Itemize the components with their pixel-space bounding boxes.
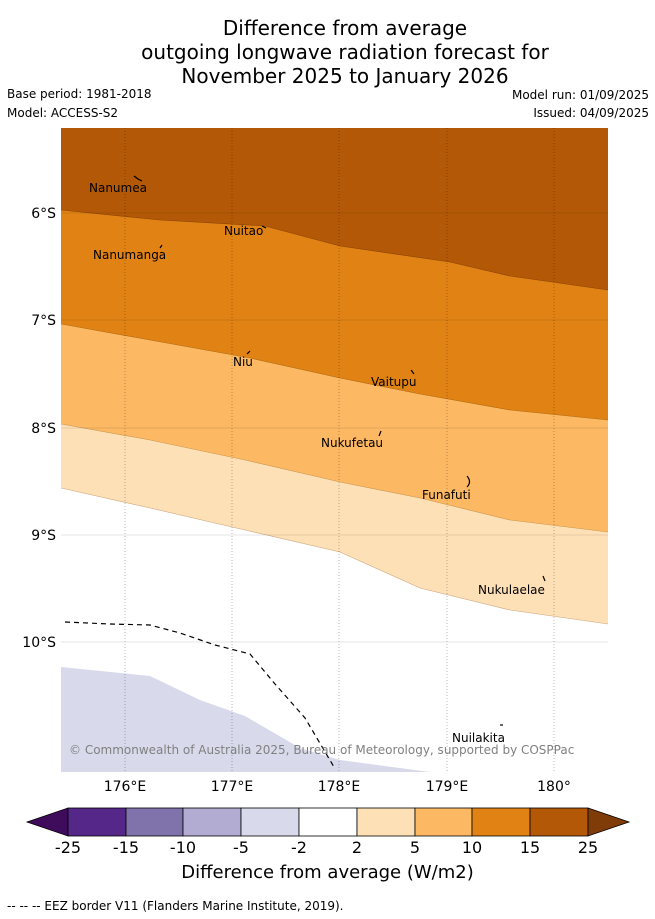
colorbar-tick: -25 xyxy=(55,838,81,857)
lat-label: 8°S xyxy=(31,421,56,437)
lon-label: 178°E xyxy=(318,779,361,795)
eez-border xyxy=(64,621,335,768)
nanumea-island-icon xyxy=(133,175,143,182)
page-title: Difference from average outgoing longwav… xyxy=(0,16,655,88)
colorbar-tick: 5 xyxy=(410,838,420,857)
eez-footnote: -- -- -- EEZ border V11 (Flanders Marine… xyxy=(7,899,344,913)
colorbar-tick: -10 xyxy=(170,838,196,857)
forecast-bands xyxy=(61,128,608,772)
latitude-labels: 6°S 7°S 8°S 9°S 10°S xyxy=(22,206,56,651)
colorbar-ticks: -25 -15 -10 -5 -2 2 5 10 15 25 xyxy=(55,838,598,857)
colorbar-segment xyxy=(356,807,416,837)
longitude-labels: 176°E 177°E 178°E 179°E 180° xyxy=(104,779,571,795)
colorbar-tick: -2 xyxy=(291,838,307,857)
colorbar-tick: -15 xyxy=(113,838,139,857)
lat-label: 10°S xyxy=(22,635,56,651)
place-nukulaelae: Nukulaelae xyxy=(478,583,545,597)
model-run: Model run: 01/09/2025 xyxy=(511,88,649,102)
colorbar xyxy=(25,807,631,837)
gridlines xyxy=(61,128,608,772)
place-nuitao: Nuitao xyxy=(224,224,263,238)
title-line-2: outgoing longwave radiation forecast for xyxy=(141,40,549,64)
colorbar-segment xyxy=(125,807,184,837)
colorbar-extend-min xyxy=(25,807,69,837)
base-period: Base period: 1981-2018 xyxy=(7,87,152,101)
nuitao-island-icon xyxy=(261,225,267,229)
place-vaitupu: Vaitupu xyxy=(371,375,417,389)
place-nanumea: Nanumea xyxy=(89,181,147,195)
model-name: Model: ACCESS-S2 xyxy=(7,106,119,120)
place-nukufetau: Nukufetau xyxy=(321,436,383,450)
place-niu: Niu xyxy=(233,355,253,369)
title-line-1: Difference from average xyxy=(222,16,468,40)
place-labels: Nanumea Nuitao Nanumanga Niu Vaitupu Nuk… xyxy=(89,181,545,745)
band-minus-2-5 xyxy=(61,667,430,772)
place-funafuti: Funafuti xyxy=(422,488,471,502)
vaitupu-island-icon xyxy=(410,369,415,375)
lat-label: 7°S xyxy=(31,313,56,329)
place-nuilakita: Nuilakita xyxy=(452,731,505,745)
islands xyxy=(133,175,546,726)
lon-label: 179°E xyxy=(426,779,469,795)
colorbar-tick: 2 xyxy=(352,838,362,857)
colorbar-label: Difference from average (W/m2) xyxy=(181,862,474,883)
lat-label: 6°S xyxy=(31,206,56,222)
map-figure: Nanumea Nuitao Nanumanga Niu Vaitupu Nuk… xyxy=(22,128,631,857)
colorbar-segment xyxy=(67,807,127,837)
colorbar-segment xyxy=(529,807,589,837)
funafuti-island-icon xyxy=(466,475,471,488)
lon-label: 177°E xyxy=(211,779,254,795)
place-nanumanga: Nanumanga xyxy=(93,248,166,262)
colorbar-extend-max xyxy=(587,807,631,837)
lon-label: 180° xyxy=(537,779,571,795)
issued-date: Issued: 04/09/2025 xyxy=(533,106,649,120)
colorbar-segment xyxy=(298,807,358,837)
nukulaelae-island-icon xyxy=(542,575,546,582)
title-line-3: November 2025 to January 2026 xyxy=(181,64,509,88)
colorbar-segment xyxy=(240,807,300,837)
nanumanga-island-icon xyxy=(159,244,163,249)
colorbar-segment xyxy=(471,807,531,837)
niu-island-icon xyxy=(246,350,251,355)
colorbar-segment xyxy=(182,807,242,837)
nukufetau-island-icon xyxy=(378,430,382,437)
colorbar-tick: 25 xyxy=(578,838,598,857)
lon-label: 176°E xyxy=(104,779,147,795)
colorbar-tick: -5 xyxy=(233,838,249,857)
colorbar-tick: 10 xyxy=(462,838,482,857)
copyright-notice: © Commonwealth of Australia 2025, Bureau… xyxy=(69,743,574,757)
colorbar-tick: 15 xyxy=(520,838,540,857)
lat-label: 9°S xyxy=(31,528,56,544)
colorbar-segment xyxy=(414,807,473,837)
